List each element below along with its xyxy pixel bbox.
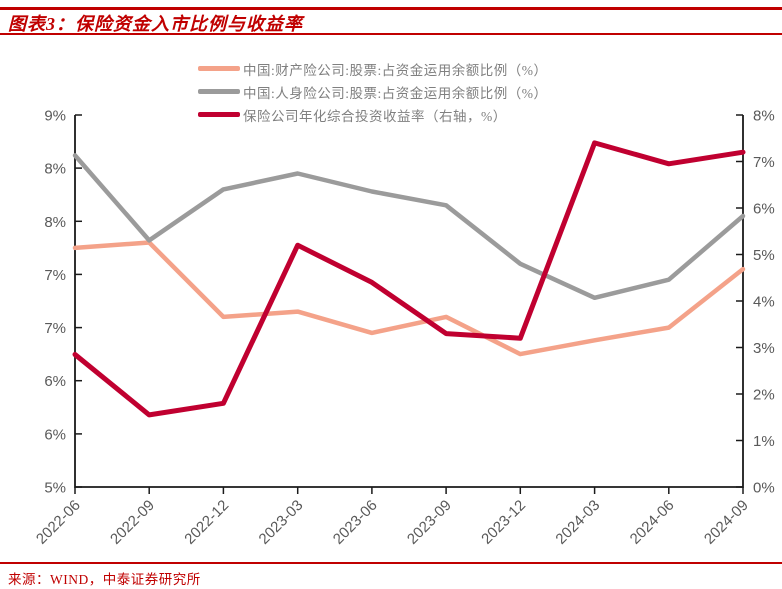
left-axis-label: 6%: [44, 373, 66, 390]
legend-item-property-insurers: 中国:财产险公司:股票:占资金运用余额比例（%）: [198, 57, 548, 80]
x-axis-label: 2024-06: [627, 497, 678, 548]
right-axis-label: 2%: [753, 387, 775, 404]
right-axis-label: 6%: [753, 201, 775, 218]
axis-frame: [74, 115, 744, 488]
x-axis-label: 2022-09: [107, 497, 158, 548]
left-axis-label: 7%: [44, 320, 66, 337]
series-line-2: [72, 140, 746, 418]
legend-item-investment-yield: 保险公司年化综合投资收益率（右轴，%）: [198, 103, 548, 126]
right-axis-label: 3%: [753, 340, 775, 357]
footer-rule: [0, 562, 782, 564]
left-axis-label: 9%: [44, 108, 66, 125]
x-axis-label: 2023-09: [404, 497, 455, 548]
x-axis-label: 2023-03: [256, 497, 307, 548]
right-axis-label: 4%: [753, 294, 775, 311]
legend-label: 保险公司年化综合投资收益率（右轴，%）: [243, 108, 507, 124]
legend-item-life-insurers: 中国:人身险公司:股票:占资金运用余额比例（%）: [198, 80, 548, 103]
top-rule: [0, 7, 782, 10]
x-axis-label: 2024-03: [552, 497, 603, 548]
legend-line-swatch: [198, 112, 240, 117]
legend-label: 中国:人身险公司:股票:占资金运用余额比例（%）: [243, 85, 548, 101]
figure-title: 图表3：保险资金入市比例与收益率: [8, 14, 303, 34]
legend-label: 中国:财产险公司:股票:占资金运用余额比例（%）: [243, 62, 548, 78]
right-axis-label: 7%: [753, 154, 775, 171]
right-axis-label: 8%: [753, 108, 775, 125]
series-line-1: [72, 153, 746, 301]
left-axis-label: 5%: [44, 480, 66, 497]
legend-line-swatch: [198, 66, 240, 71]
left-axis-label: 6%: [44, 426, 66, 443]
right-axis-label: 1%: [753, 433, 775, 450]
left-axis-label: 8%: [44, 161, 66, 178]
right-axis-label: 0%: [753, 480, 775, 497]
x-axis-label: 2022-12: [181, 497, 232, 548]
chart-legend: 中国:财产险公司:股票:占资金运用余额比例（%） 中国:人身险公司:股票:占资金…: [198, 57, 548, 126]
x-axis-label: 2023-06: [330, 497, 381, 548]
x-axis-label: 2023-12: [478, 497, 529, 548]
title-divider-rule: [0, 33, 782, 35]
x-axis-label: 2024-09: [701, 497, 752, 548]
source-note: 来源：WIND，中泰证券研究所: [8, 572, 201, 587]
legend-line-swatch: [198, 89, 240, 94]
series-line-0: [72, 240, 746, 357]
right-axis-label: 5%: [753, 247, 775, 264]
left-axis-label: 7%: [44, 267, 66, 284]
left-axis-label: 8%: [44, 214, 66, 231]
x-axis-label: 2022-06: [33, 497, 84, 548]
